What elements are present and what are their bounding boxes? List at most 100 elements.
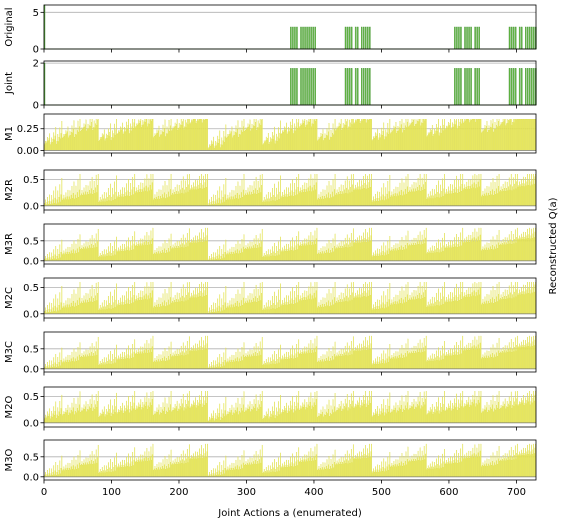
- bar: [205, 443, 206, 477]
- bar: [170, 341, 172, 369]
- bar: [246, 194, 248, 206]
- bar: [512, 186, 514, 206]
- bar: [314, 68, 316, 106]
- bar: [147, 350, 149, 369]
- bar: [365, 391, 366, 423]
- bar: [177, 411, 179, 423]
- bar: [80, 465, 82, 477]
- bar: [103, 129, 105, 151]
- bar: [391, 408, 393, 423]
- bar: [460, 340, 462, 369]
- bar: [267, 408, 269, 423]
- bar: [48, 201, 50, 206]
- bar: [141, 245, 142, 261]
- bar: [525, 119, 526, 151]
- bar: [374, 307, 376, 314]
- bar: [340, 348, 342, 369]
- bar: [174, 187, 176, 206]
- bar: [357, 189, 359, 206]
- bar: [255, 284, 257, 314]
- bar: [434, 197, 436, 206]
- bar: [188, 282, 190, 314]
- bar: [113, 467, 115, 477]
- bar: [185, 126, 187, 151]
- bar: [501, 123, 503, 151]
- bar: [506, 181, 508, 206]
- bar: [188, 444, 190, 477]
- bar: [415, 401, 417, 423]
- bar: [262, 419, 264, 423]
- bar: [328, 131, 329, 151]
- bar: [149, 292, 151, 314]
- bar: [480, 335, 482, 369]
- bar: [337, 410, 339, 423]
- bar: [180, 244, 181, 261]
- bar: [141, 409, 142, 423]
- bar: [191, 350, 193, 369]
- bar: [203, 241, 205, 261]
- bar: [95, 459, 96, 477]
- bar: [299, 299, 301, 314]
- bar: [443, 353, 445, 369]
- bar: [96, 462, 98, 477]
- bar: [427, 413, 428, 423]
- bar: [414, 245, 416, 261]
- bar: [367, 187, 369, 206]
- bar: [404, 405, 406, 423]
- bar: [164, 456, 166, 477]
- bar: [138, 456, 140, 477]
- bar: [77, 347, 79, 369]
- bar: [500, 351, 501, 369]
- bar: [398, 410, 399, 423]
- bar: [436, 131, 438, 151]
- bar: [473, 182, 475, 206]
- bar: [526, 235, 528, 261]
- bar: [369, 174, 370, 206]
- bar: [107, 304, 109, 314]
- bar: [221, 465, 223, 477]
- bar: [70, 135, 71, 151]
- bar: [232, 199, 233, 206]
- bar: [94, 409, 96, 423]
- bar: [91, 188, 92, 206]
- bar: [292, 358, 294, 369]
- bar: [168, 238, 170, 261]
- bar: [291, 190, 293, 206]
- bar: [114, 199, 116, 206]
- bar: [118, 130, 119, 151]
- bar: [302, 293, 304, 314]
- bar: [156, 407, 158, 423]
- bar: [411, 297, 412, 314]
- bar: [98, 473, 100, 477]
- bar: [332, 132, 333, 151]
- bar: [176, 353, 177, 369]
- bar: [327, 197, 329, 206]
- bar: [217, 298, 219, 314]
- bar: [457, 352, 459, 369]
- bar: [149, 184, 151, 206]
- bar: [369, 282, 370, 314]
- bar: [172, 126, 174, 151]
- bar: [251, 409, 252, 423]
- bar: [53, 310, 55, 314]
- bar: [469, 186, 471, 206]
- bar: [286, 467, 288, 477]
- bar: [440, 251, 442, 261]
- bar: [310, 119, 312, 151]
- bar: [259, 233, 261, 261]
- bar: [178, 185, 180, 206]
- bar: [222, 474, 223, 477]
- bar: [311, 245, 312, 261]
- bar: [461, 291, 463, 314]
- bar: [170, 233, 172, 261]
- bar: [278, 414, 280, 423]
- bar: [129, 300, 131, 314]
- bar: [202, 239, 204, 261]
- bar: [284, 189, 285, 206]
- bar: [226, 306, 228, 314]
- bar: [157, 467, 159, 477]
- bar: [413, 404, 414, 423]
- bar: [243, 234, 245, 261]
- bar: [228, 412, 230, 423]
